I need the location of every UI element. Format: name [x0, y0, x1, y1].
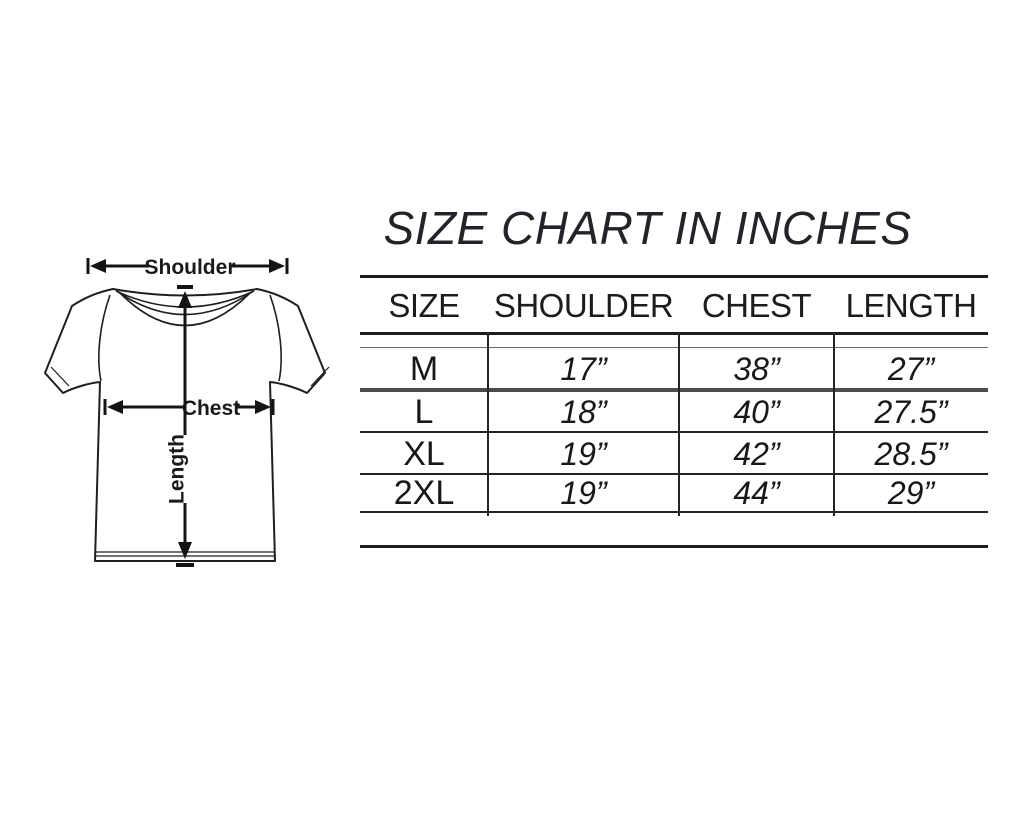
chest-value: 44”	[733, 474, 780, 511]
table-row: L 18” 40” 27.5”	[360, 392, 988, 432]
shoulder-value: 19”	[560, 474, 607, 511]
table-bottom-rule	[360, 545, 988, 548]
size-value: M	[409, 349, 439, 388]
length-dimension-label: Length	[166, 434, 189, 504]
size-value: XL	[403, 434, 445, 473]
chest-value: 40”	[733, 393, 780, 430]
size-value: 2XL	[393, 473, 455, 512]
table-row: XL 19” 42” 28.5”	[360, 434, 988, 474]
armhole-seams	[98, 294, 282, 382]
column-divider-1	[487, 332, 489, 516]
row-2xl-divider	[360, 511, 988, 513]
shoulder-value: 18”	[560, 393, 607, 430]
page-title: SIZE CHART IN INCHES	[383, 202, 912, 254]
table-row: M 17” 38” 27”	[360, 348, 988, 390]
column-divider-3	[833, 332, 835, 516]
row-l-divider	[360, 431, 988, 433]
row-m-divider	[360, 388, 988, 392]
length-value: 27”	[887, 350, 935, 387]
header-inner-rule	[360, 347, 988, 348]
length-value: 29”	[887, 474, 935, 511]
size-table: SIZE SHOULDER CHEST LENGTH M 17” 38” 27”…	[360, 275, 988, 551]
size-value: L	[414, 392, 434, 431]
chest-value: 42”	[733, 435, 780, 472]
chest-value: 38”	[733, 350, 780, 387]
header-chest: CHEST	[701, 287, 812, 324]
header-shoulder: SHOULDER	[493, 287, 674, 324]
chest-dimension-label: Chest	[182, 397, 240, 420]
header-bottom-rule	[360, 332, 988, 335]
table-header-row: SIZE SHOULDER CHEST LENGTH	[360, 283, 988, 329]
header-size: SIZE	[388, 287, 460, 324]
length-value: 27.5”	[874, 393, 948, 430]
shoulder-dimension-label: Shoulder	[144, 256, 235, 279]
length-measure-arrow	[176, 285, 194, 567]
table-row: 2XL 19” 44” 29”	[360, 474, 988, 512]
sleeve-cuff-seams	[50, 366, 330, 387]
length-value: 28.5”	[874, 435, 948, 472]
shoulder-value: 19”	[560, 435, 607, 472]
table-top-rule	[360, 275, 988, 278]
chest-measure-arrow	[103, 399, 275, 415]
shoulder-value: 17”	[560, 350, 607, 387]
header-length: LENGTH	[845, 287, 977, 324]
column-divider-2	[678, 332, 680, 516]
tshirt-measurement-diagram: Shoulder Chest Length	[44, 256, 330, 567]
row-xl-divider	[360, 473, 988, 475]
shoulder-measure-arrow	[86, 258, 289, 274]
